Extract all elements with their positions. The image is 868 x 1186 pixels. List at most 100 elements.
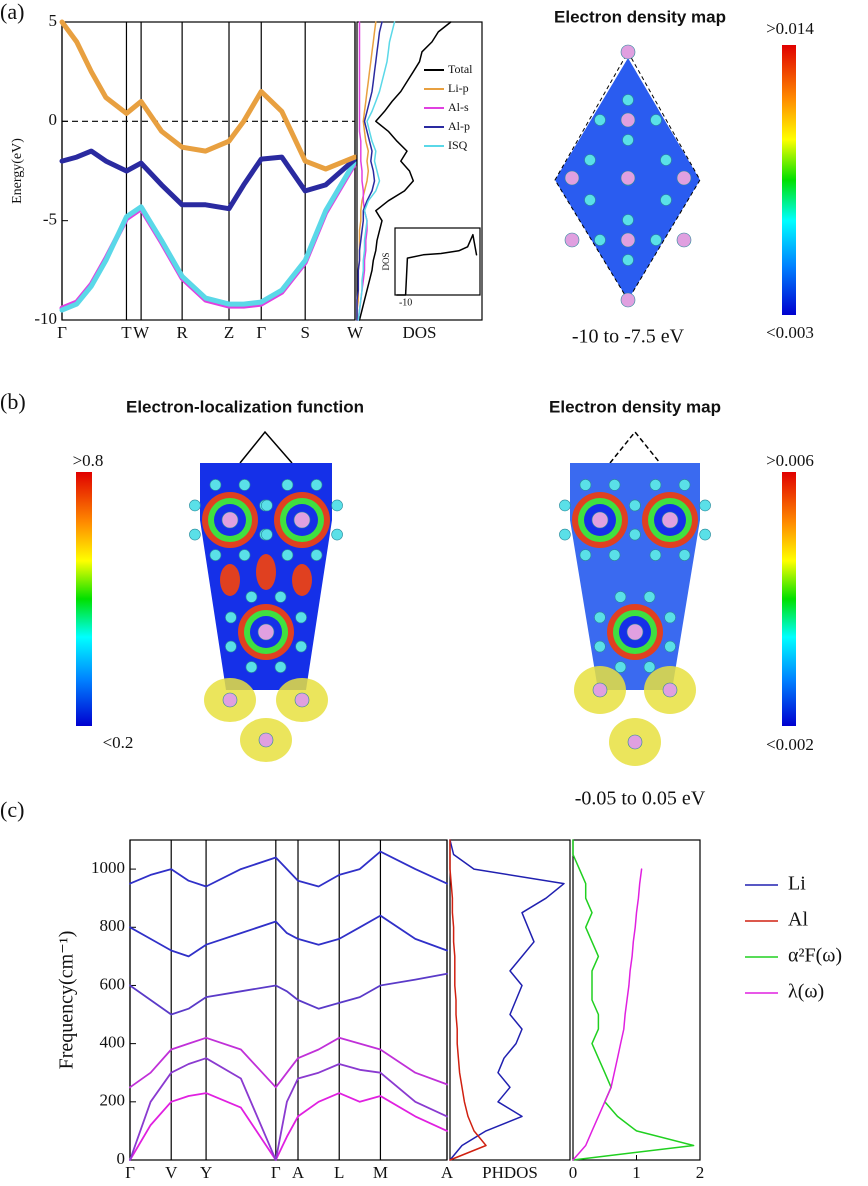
atom [664,611,676,624]
series-line [449,839,487,1161]
atom [622,254,634,266]
colorbar-min: <0.003 [766,323,814,342]
x-axis-label: PHDOS [482,1163,538,1182]
legend-label: Al [788,909,808,931]
series-line [396,233,478,296]
atom [274,661,287,673]
y-tick-label: 800 [100,916,126,935]
atom [579,479,592,491]
atom [257,623,275,641]
atom [594,114,606,126]
atom [661,511,679,529]
legend-label: α²F(ω) [788,945,842,967]
colorbar-min: <0.2 [103,733,134,752]
series-line [357,21,396,321]
x-tick-label: Γ [125,1163,135,1182]
atom [238,549,251,561]
y-axis-label: Energy(eV) [10,138,25,204]
elf-blob [292,564,312,596]
x-tick-label: 2 [696,1163,705,1182]
plot-frame [356,21,483,321]
atom [620,44,636,60]
atom [627,734,643,750]
atom [295,611,307,624]
atom [622,214,634,226]
panel-label: (a) [0,0,24,24]
atom [678,479,691,491]
x-axis-label: DOS [402,323,436,342]
x-tick-label: S [300,323,309,342]
x-tick-label: Y [200,1163,212,1182]
series-line [572,868,643,1161]
colorbar [782,45,796,315]
atom [559,499,571,512]
atom [643,661,656,673]
y-tick-label: -10 [34,309,57,328]
legend-label: ISQ [448,138,468,152]
series-line [129,1092,448,1161]
y-tick-label: 400 [100,1033,126,1052]
x-tick-label: Γ [271,1163,281,1182]
legend-label: Al-s [448,100,469,114]
series-line [59,160,358,311]
atom [614,591,627,603]
atom [579,549,592,561]
energy-range: -10 to -7.5 eV [572,326,685,348]
y-tick-label: 600 [100,974,126,993]
atom [564,170,580,186]
atom [189,499,201,512]
x-tick-label: Γ [256,323,266,342]
y-axis-label: Frequency(cm⁻¹) [56,931,78,1070]
atom [261,528,273,541]
atom [608,479,621,491]
x-tick-label: -10 [399,297,412,308]
atom [649,479,662,491]
atom [662,682,678,698]
atom [222,692,238,708]
x-tick-label: Γ [57,323,67,342]
map-title: Electron density map [549,397,721,416]
elf-map [189,430,343,762]
atom [699,528,711,541]
atom [274,591,287,603]
x-tick-label: 1 [632,1163,641,1182]
plot-frame [394,227,481,296]
atom [295,640,307,653]
atom [209,479,222,491]
series-line [358,21,452,321]
legend-label: Al-p [448,119,470,133]
atom [620,170,636,186]
atom [310,479,323,491]
atom [676,170,692,186]
atom [225,640,237,653]
density-map [554,44,701,308]
atom [258,732,274,748]
y-tick-label: 1000 [91,858,125,877]
x-tick-label: L [334,1163,344,1182]
atom [620,292,636,308]
y-tick-label: 5 [49,11,58,30]
x-tick-label: W [133,323,150,342]
series-line [129,914,448,958]
y-tick-label: -5 [43,210,57,229]
atom [591,511,609,529]
atom [650,114,662,126]
atom [676,232,692,248]
atom [608,549,621,561]
atom [660,194,672,206]
atom [678,549,691,561]
atom [584,154,596,166]
atom [664,640,676,653]
series-line [59,19,358,172]
x-tick-label: A [441,1163,454,1182]
atom [293,511,311,529]
y-tick-label: 200 [100,1091,126,1110]
atom [660,154,672,166]
atom [564,232,580,248]
atom [331,528,343,541]
atom [245,591,258,603]
series-line [129,850,448,888]
series-line [357,21,368,321]
elf-blob [220,564,240,596]
